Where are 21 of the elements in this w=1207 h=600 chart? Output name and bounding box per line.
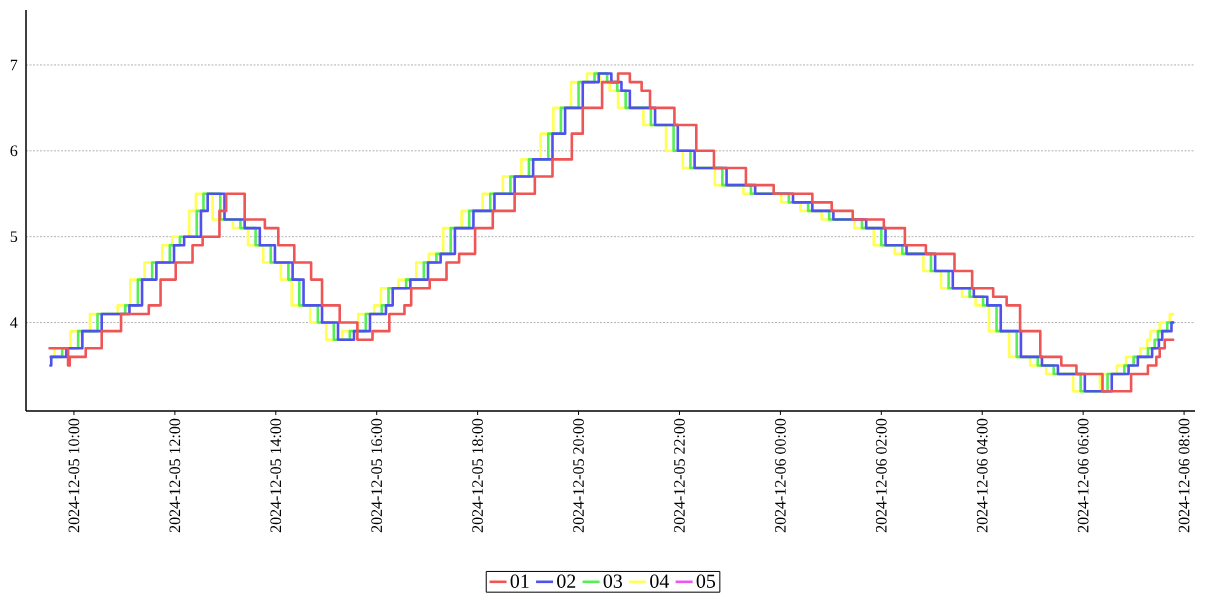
x-tick-label: 2024-12-06 02:00 bbox=[875, 418, 887, 533]
x-tick-label: 2024-12-06 08:00 bbox=[1178, 418, 1190, 533]
x-tick-label: 2024-12-05 22:00 bbox=[674, 418, 685, 533]
y-tick-label: 5 bbox=[10, 231, 18, 242]
x-tick-label: 2024-12-05 16:00 bbox=[371, 418, 383, 533]
x-tick-label: 2024-12-05 10:00 bbox=[68, 418, 80, 533]
x-tick-label: 2024-12-06 00:00 bbox=[775, 418, 786, 533]
x-tick-label: 2024-12-06 04:00 bbox=[976, 418, 988, 533]
legend-label: 03 bbox=[603, 574, 623, 588]
x-tick-label: 2024-12-06 06:00 bbox=[1077, 418, 1089, 533]
x-tick-label: 2024-12-05 14:00 bbox=[270, 418, 282, 533]
y-tick-label: 4 bbox=[10, 317, 18, 328]
x-tick-label: 2024-12-05 18:00 bbox=[472, 418, 484, 533]
legend-label: 01 bbox=[510, 574, 529, 588]
x-tick-label: 2024-12-05 20:00 bbox=[573, 418, 584, 533]
x-tick-label: 2024-12-05 12:00 bbox=[169, 418, 181, 533]
legend-label: 05 bbox=[696, 574, 716, 588]
y-tick-label: 7 bbox=[10, 59, 18, 71]
legend-label: 02 bbox=[557, 574, 576, 588]
y-tick-label: 6 bbox=[10, 145, 18, 157]
legend-label: 04 bbox=[650, 574, 670, 588]
